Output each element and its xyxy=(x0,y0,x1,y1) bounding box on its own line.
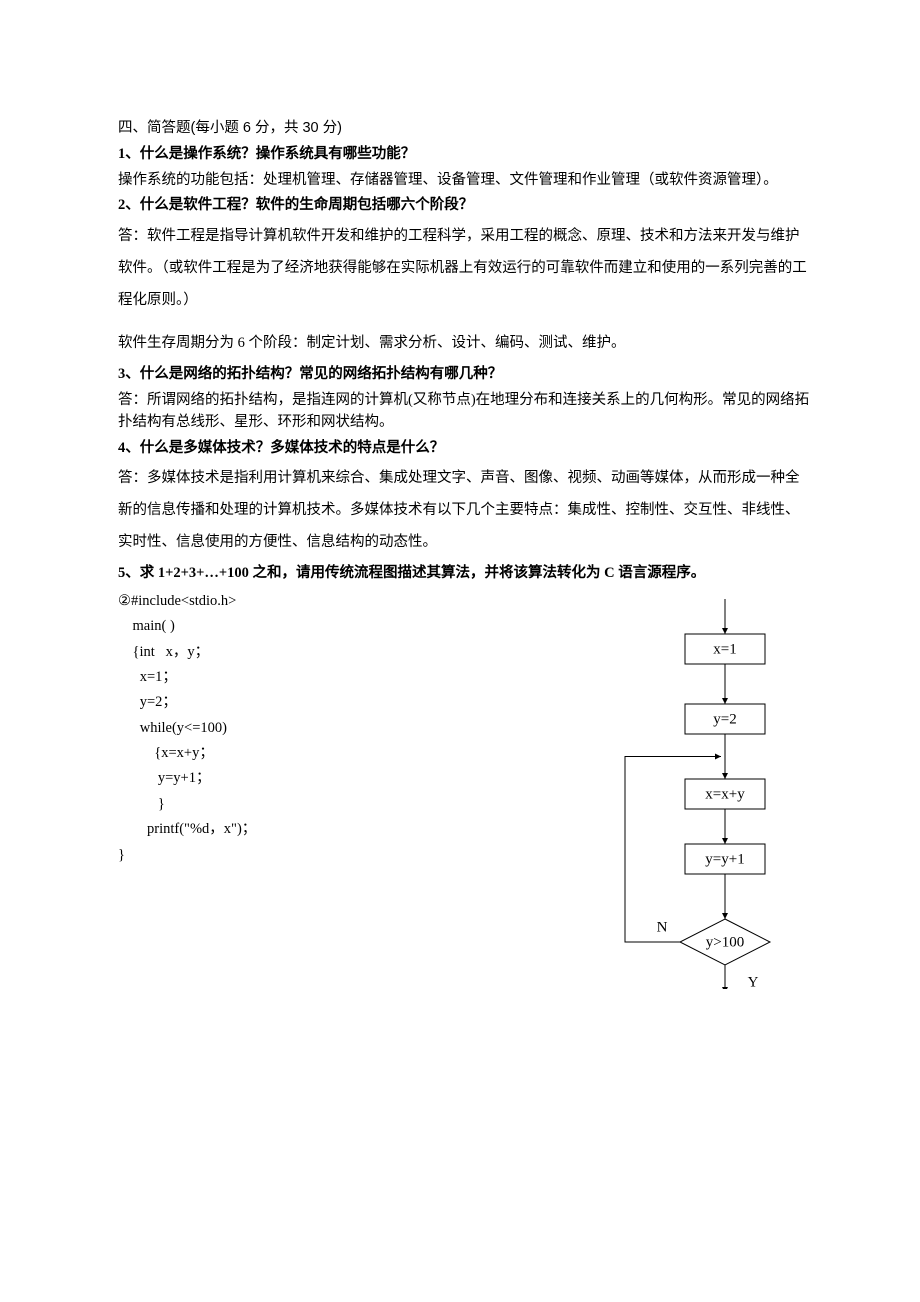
svg-text:x=1: x=1 xyxy=(713,641,736,657)
svg-text:y>100: y>100 xyxy=(706,934,744,950)
svg-text:y=2: y=2 xyxy=(713,711,736,727)
svg-text:y=y+1: y=y+1 xyxy=(705,851,744,867)
q1-answer: 操作系统的功能包括：处理机管理、存储器管理、设备管理、文件管理和作业管理（或软件… xyxy=(118,170,810,192)
q2-answer-2: 软件生存周期分为 6 个阶段：制定计划、需求分析、设计、编码、测试、维护。 xyxy=(118,333,810,355)
q4-answer: 答：多媒体技术是指利用计算机来综合、集成处理文字、声音、图像、视频、动画等媒体，… xyxy=(118,463,810,559)
document-page: 四、简答题(每小题 6 分，共 30 分) 1、什么是操作系统？操作系统具有哪些… xyxy=(0,0,920,1302)
q2-answer-1: 答：软件工程是指导计算机软件开发和维护的工程科学，采用工程的概念、原理、技术和方… xyxy=(118,221,810,317)
q5-question: 5、求 1+2+3+…+100 之和，请用传统流程图描述其算法，并将该算法转化为… xyxy=(118,563,810,585)
svg-text:N: N xyxy=(657,919,668,935)
q5-flowchart: x=1 y=2 x=x+y y=y+1 y>100 N Y xyxy=(580,589,810,989)
svg-text:x=x+y: x=x+y xyxy=(705,786,745,802)
svg-text:Y: Y xyxy=(748,974,759,989)
q3-answer: 答：所谓网络的拓扑结构，是指连网的计算机(又称节点)在地理分布和连接关系上的几何… xyxy=(118,390,810,434)
q5-content-row: ②#include<stdio.h> main( ) {int x，y； x=1… xyxy=(118,589,810,989)
section-title: 四、简答题(每小题 6 分，共 30 分) xyxy=(118,118,810,140)
q3-question: 3、什么是网络的拓扑结构？常见的网络拓扑结构有哪几种？ xyxy=(118,364,810,386)
q1-question: 1、什么是操作系统？操作系统具有哪些功能？ xyxy=(118,144,810,166)
q4-question: 4、什么是多媒体技术？多媒体技术的特点是什么？ xyxy=(118,438,810,460)
q5-code: ②#include<stdio.h> main( ) {int x，y； x=1… xyxy=(118,589,580,868)
q2-question: 2、什么是软件工程？软件的生命周期包括哪六个阶段？ xyxy=(118,195,810,217)
flowchart-svg: x=1 y=2 x=x+y y=y+1 y>100 N Y xyxy=(580,589,810,989)
